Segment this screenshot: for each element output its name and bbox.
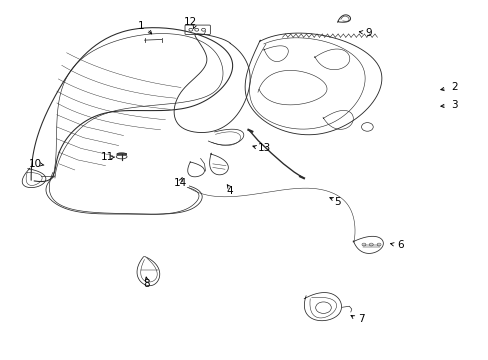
Text: 14: 14: [173, 178, 186, 188]
Text: 7: 7: [358, 314, 364, 324]
Text: 5: 5: [333, 197, 340, 207]
Text: 9: 9: [365, 28, 371, 38]
Text: 2: 2: [450, 82, 457, 93]
Ellipse shape: [116, 154, 127, 159]
Text: 13: 13: [257, 143, 270, 153]
Text: 4: 4: [226, 186, 233, 197]
Text: 10: 10: [29, 159, 42, 169]
FancyBboxPatch shape: [184, 25, 210, 35]
Text: 1: 1: [138, 21, 144, 31]
Text: 12: 12: [184, 17, 197, 27]
Text: 8: 8: [143, 279, 150, 289]
Ellipse shape: [117, 153, 126, 156]
Text: 11: 11: [100, 152, 113, 162]
Text: 6: 6: [396, 240, 403, 250]
Text: 3: 3: [450, 100, 457, 110]
